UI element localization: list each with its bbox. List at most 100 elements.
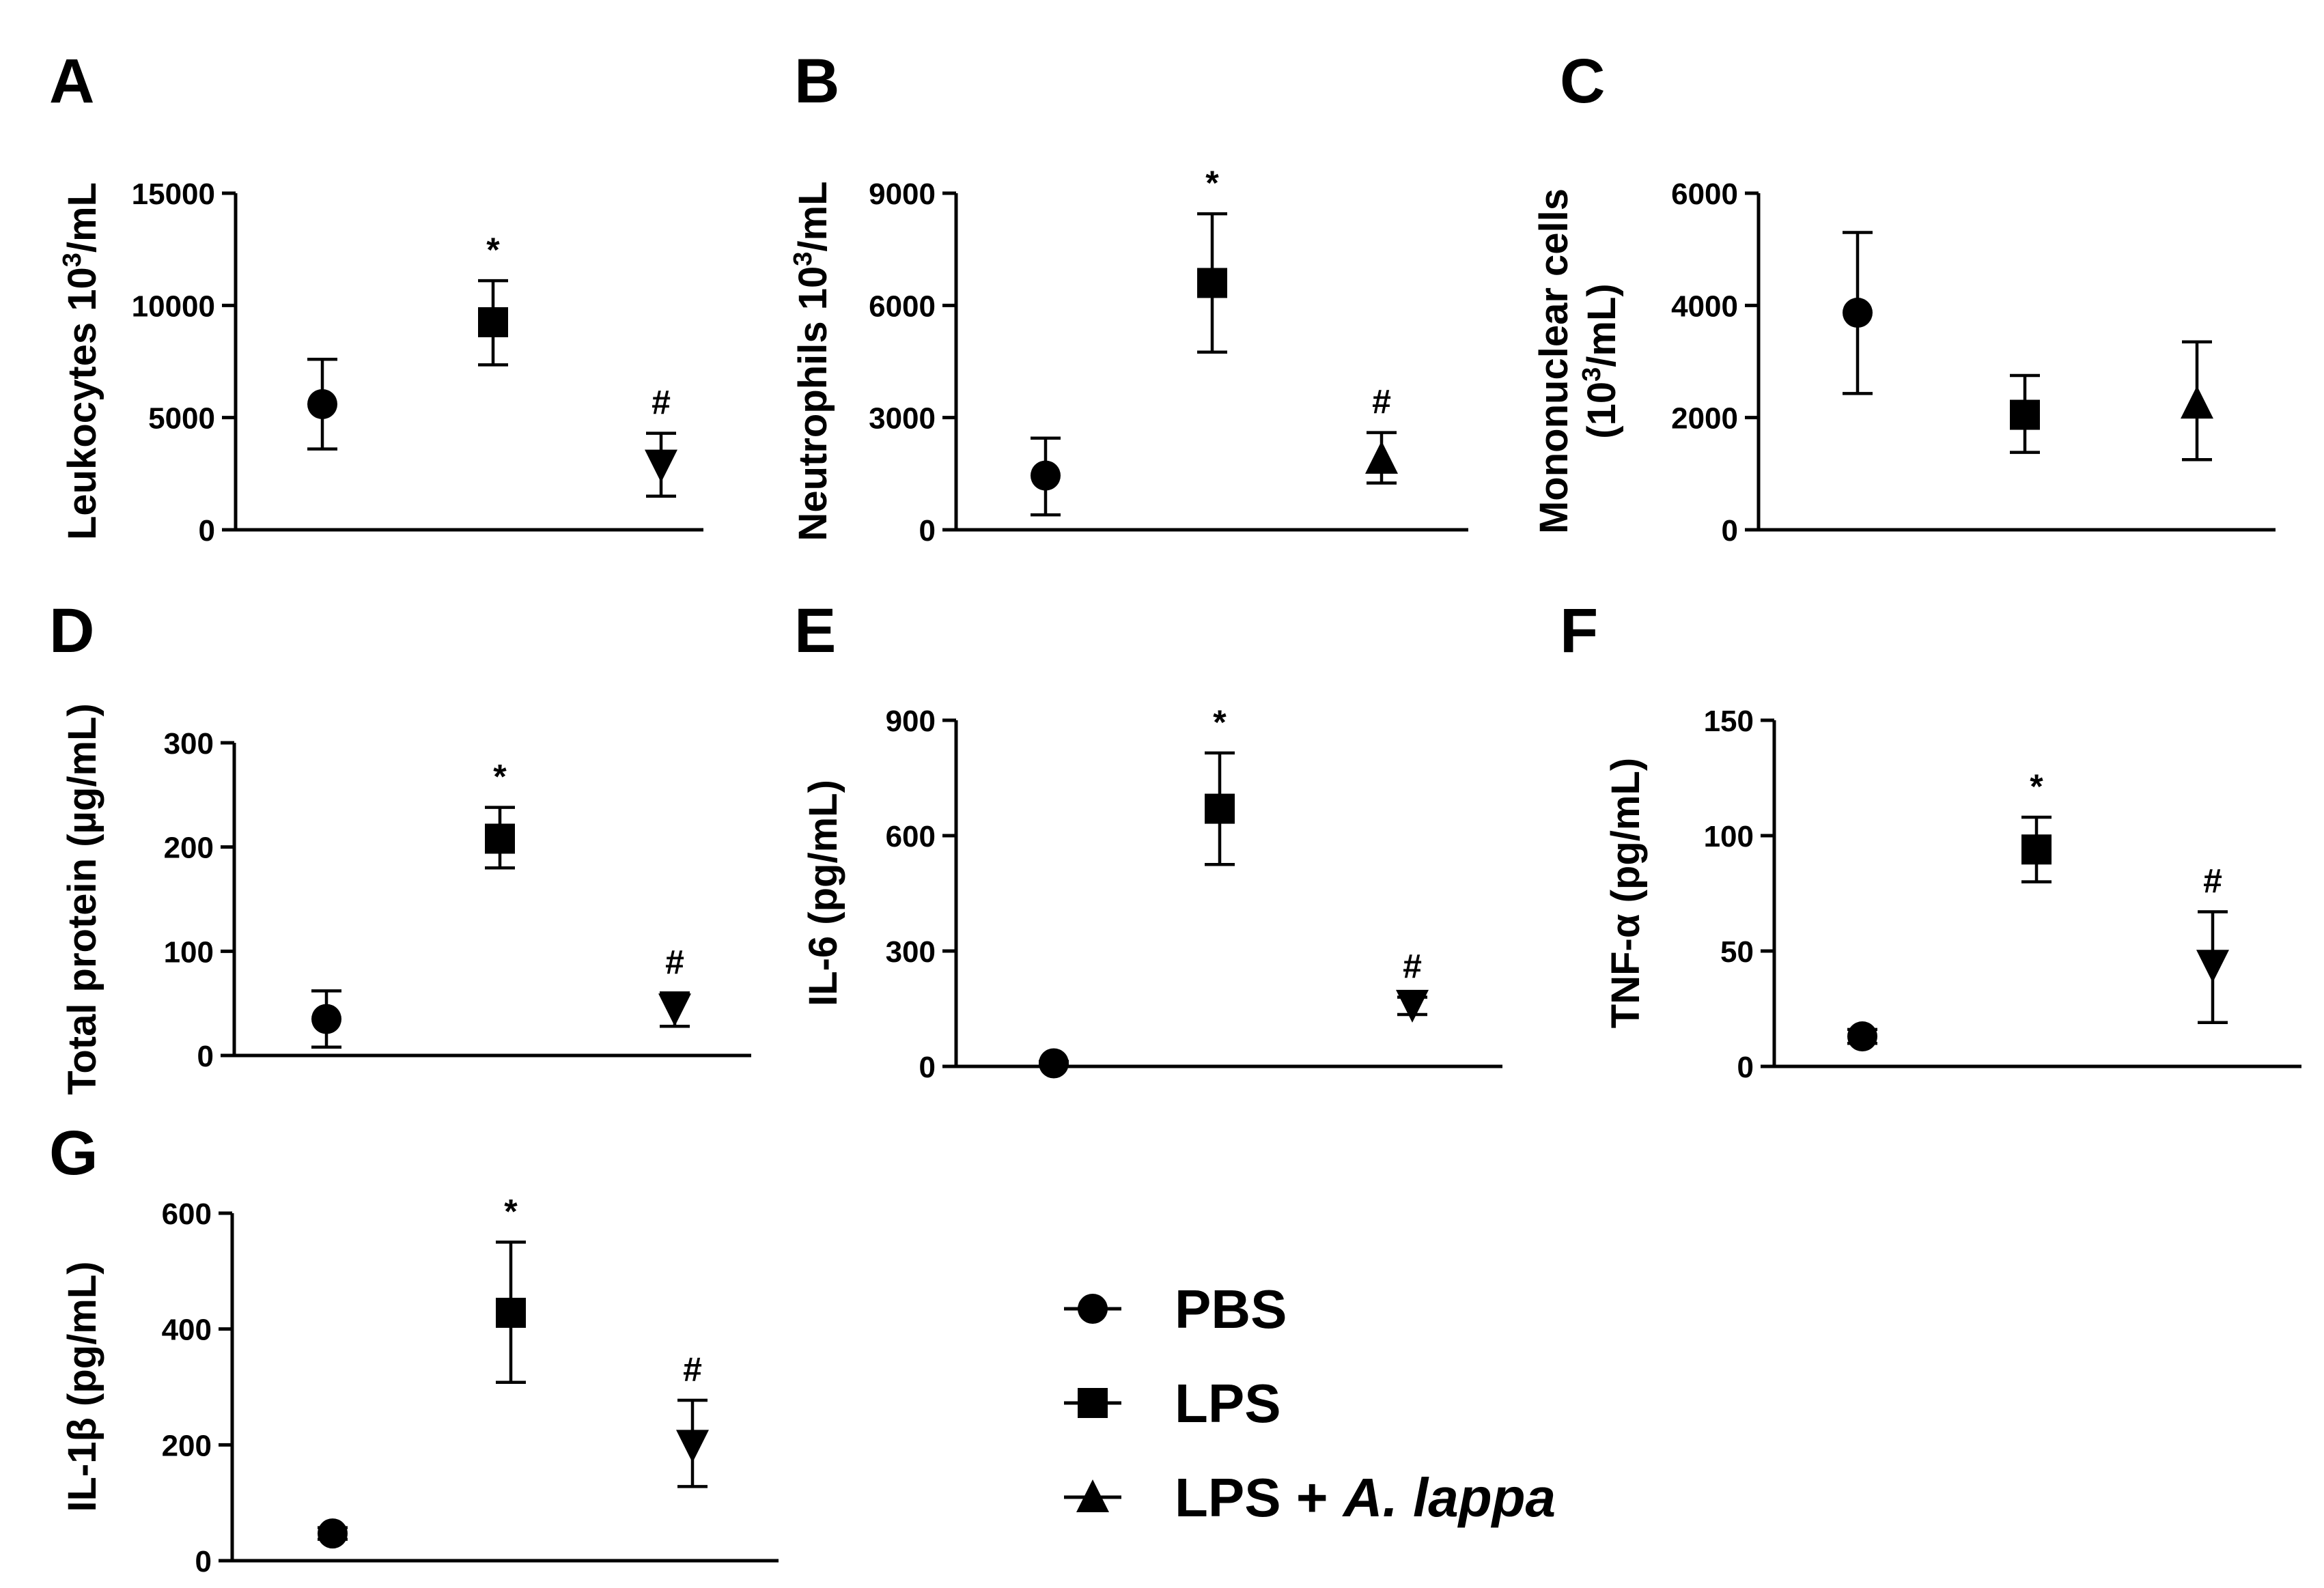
panel-f: F 0 50 100 150 TNF-α (pg/mL) * # (1560, 596, 2301, 1084)
y-axis-label-sup: 3 (789, 252, 817, 266)
y-axis-label: Total protein (µg/mL) (60, 703, 104, 1095)
data-point-lps: * (1205, 703, 1235, 866)
legend-label: PBS (1175, 1279, 1287, 1339)
panel-a: A 0 5000 10000 15000 Leukocytes 103/mL * # (49, 46, 703, 548)
square-marker (478, 307, 508, 337)
legend-item-pbs: PBS (1064, 1279, 1287, 1339)
y-axis-label-text: TNF-α (pg/mL) (1604, 758, 1648, 1028)
square-marker (1197, 268, 1227, 298)
data-point-pbs (1039, 1048, 1069, 1079)
triangle-up-marker (1365, 440, 1398, 474)
panel-d: D 0 100 200 300 Total protein (µg/mL) * # (49, 596, 751, 1095)
data-point-pbs (1031, 436, 1061, 517)
y-tick-label: 900 (886, 705, 936, 738)
y-tick-label: 15000 (132, 178, 215, 211)
square-marker (496, 1297, 526, 1328)
square-marker (1205, 793, 1235, 824)
data-point-lps: * (478, 231, 508, 367)
square-marker (2021, 834, 2052, 865)
legend-label-main: LPS + (1175, 1467, 1343, 1528)
y-axis-label-line1: Mononuclear cells (1532, 188, 1576, 534)
y-tick-label: 300 (164, 727, 214, 761)
significance-mark: # (2203, 862, 2222, 901)
y-tick-label: 0 (1722, 514, 1738, 548)
y-axis-label-tail: /mL) (1580, 283, 1624, 367)
y-tick-label: 0 (919, 514, 936, 548)
circle-marker (1039, 1048, 1069, 1079)
significance-mark: * (486, 231, 500, 269)
data-point-pbs (318, 1518, 348, 1549)
y-axis-label: Leukocytes 103/mL (58, 182, 104, 540)
circle-marker (1031, 460, 1061, 491)
y-tick-label: 0 (197, 1040, 214, 1073)
triangle-up-marker (2181, 386, 2213, 419)
legend-label-italic: A. lappa (1342, 1467, 1556, 1528)
triangle-down-marker (676, 1430, 709, 1463)
legend: PBS LPS LPS + A. lappa (1064, 1279, 1556, 1528)
significance-mark: * (1205, 164, 1219, 202)
y-tick-label: 50 (1720, 935, 1754, 969)
data-point-pbs (307, 357, 337, 451)
significance-mark: * (2030, 767, 2043, 806)
y-tick-label: 400 (162, 1314, 212, 1347)
circle-marker (311, 1004, 341, 1034)
significance-mark: # (652, 384, 671, 422)
y-tick-label: 100 (164, 935, 214, 969)
y-tick-label: 0 (195, 1545, 212, 1578)
panel-g: G 0 200 400 600 IL-1β (pg/mL) * # (49, 1118, 779, 1578)
y-tick-label: 9000 (869, 178, 936, 211)
y-tick-label: 100 (1704, 820, 1754, 853)
y-axis-label: TNF-α (pg/mL) (1604, 758, 1648, 1028)
legend-circle-marker (1078, 1294, 1108, 1324)
panel-letter: G (49, 1118, 98, 1188)
y-tick-label: 0 (919, 1051, 936, 1084)
data-point-lps-a-lappa (2181, 340, 2213, 462)
y-axis-label-tail: /mL (791, 181, 835, 251)
legend-triangle-up-marker (1076, 1479, 1109, 1512)
circle-marker (318, 1518, 348, 1549)
y-tick-label: 5000 (148, 402, 215, 436)
legend-label: LPS (1175, 1373, 1281, 1434)
y-tick-label: 10000 (132, 289, 215, 323)
y-tick-label: 6000 (1671, 178, 1738, 211)
triangle-down-marker (658, 993, 691, 1027)
y-tick-label: 600 (162, 1197, 212, 1231)
circle-marker (1843, 298, 1873, 328)
data-point-lps: * (1197, 164, 1227, 354)
data-point-lps-a-lappa: # (1365, 383, 1398, 485)
significance-mark: # (683, 1350, 702, 1389)
panel-letter: B (794, 46, 839, 116)
square-marker (485, 823, 515, 854)
panel-letter: C (1560, 46, 1605, 116)
data-point-lps (2010, 373, 2040, 454)
y-axis-label-sup: 3 (58, 253, 87, 267)
panel-c: C 0 2000 4000 6000 Mononuclear cells(103/mL) (1532, 46, 2276, 548)
y-axis-label-line2: (10 (1580, 382, 1624, 439)
y-axis-label-text: Total protein (µg/mL) (60, 703, 104, 1095)
triangle-down-marker (2196, 950, 2229, 983)
legend-label: LPS + A. lappa (1175, 1467, 1556, 1528)
data-point-pbs (311, 989, 341, 1049)
y-tick-label: 0 (199, 514, 215, 548)
y-axis-label: IL-6 (pg/mL) (801, 780, 845, 1006)
data-point-lps-a-lappa: # (1396, 948, 1429, 1023)
data-point-lps-a-lappa: # (645, 384, 677, 498)
data-point-lps: * (485, 758, 515, 870)
y-tick-label: 0 (1737, 1051, 1754, 1084)
data-point-lps-a-lappa: # (2196, 862, 2229, 1025)
data-point-pbs (1847, 1021, 1877, 1052)
y-tick-label: 4000 (1671, 289, 1738, 323)
y-tick-label: 150 (1704, 705, 1754, 738)
panel-letter: F (1560, 596, 1598, 666)
y-axis-label: IL-1β (pg/mL) (60, 1261, 104, 1512)
data-point-lps-a-lappa: # (676, 1350, 709, 1488)
significance-mark: # (1403, 948, 1422, 986)
y-tick-label: 600 (886, 820, 936, 853)
legend-item-lps: LPS (1064, 1373, 1281, 1434)
legend-square-marker (1078, 1388, 1108, 1418)
y-axis-label-sup: 3 (1578, 367, 1606, 382)
square-marker (2010, 399, 2040, 430)
circle-marker (307, 388, 337, 419)
